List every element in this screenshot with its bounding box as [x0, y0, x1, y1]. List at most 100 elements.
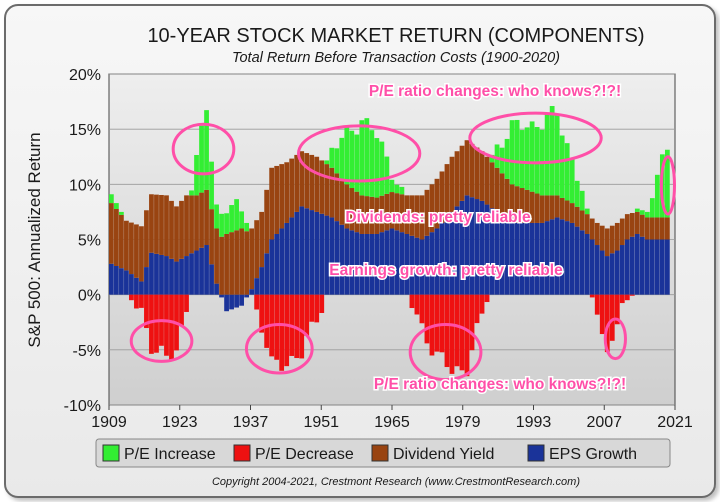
bar-pe-increase — [389, 179, 395, 193]
bar-eps-growth — [379, 232, 385, 295]
annotation-ellipse — [408, 322, 483, 382]
x-tick-label: 1937 — [233, 414, 269, 431]
bar-dividend-yield — [269, 167, 275, 240]
bar-eps-growth — [664, 239, 670, 295]
bar-eps-growth — [504, 219, 510, 295]
bar-dividend-yield — [514, 186, 520, 223]
x-tick-label: 1923 — [162, 414, 198, 431]
bar-eps-growth — [344, 228, 350, 295]
bar-pe-increase — [329, 147, 335, 168]
annotation-ellipse — [603, 317, 627, 361]
bar-pe-decrease — [184, 294, 189, 312]
bar-eps-growth — [254, 278, 260, 295]
bar-dividend-yield — [554, 195, 560, 218]
bar-eps-growth — [649, 239, 655, 295]
bar-eps-growth — [249, 289, 255, 295]
bar-eps-growth — [384, 230, 390, 295]
bar-dividend-yield — [179, 200, 184, 259]
bar-dividend-yield — [319, 160, 325, 214]
bar-dividend-yield — [249, 228, 255, 290]
chart-title: 10-YEAR STOCK MARKET RETURN (COMPONENTS) — [147, 25, 644, 47]
bar-pe-increase — [509, 120, 515, 185]
x-tick-label: 1979 — [445, 414, 481, 431]
bar-eps-growth — [654, 239, 660, 295]
bars — [109, 106, 670, 377]
bar-pe-decrease — [139, 294, 144, 308]
bar-pe-decrease — [484, 294, 490, 303]
bar-dividend-yield — [309, 154, 315, 211]
bar-eps-growth — [164, 256, 169, 295]
bar-eps-growth — [424, 235, 430, 295]
bar-eps-growth — [304, 208, 310, 295]
bar-pe-increase — [634, 208, 640, 212]
bar-eps-growth — [624, 239, 630, 295]
bar-pe-increase — [199, 125, 204, 193]
bar-eps-growth — [114, 265, 119, 295]
bar-pe-decrease — [589, 294, 595, 298]
annotation-circles — [129, 111, 676, 382]
bar-pe-increase — [239, 211, 244, 229]
bar-dividend-yield — [279, 164, 285, 229]
bar-dividend-yield — [354, 191, 360, 233]
bar-dividend-yield — [654, 217, 660, 240]
bar-dividend-yield — [489, 162, 495, 209]
bar-pe-increase — [339, 137, 345, 179]
bar-pe-decrease — [479, 294, 485, 314]
bar-pe-increase — [489, 154, 495, 163]
bar-eps-growth — [354, 232, 360, 295]
bar-eps-growth — [459, 200, 465, 295]
bar-eps-growth — [339, 224, 345, 295]
bar-pe-decrease — [164, 294, 169, 356]
bar-dividend-yield — [559, 197, 565, 220]
bar-dividend-yield — [209, 209, 214, 265]
bar-eps-growth — [279, 228, 285, 295]
bar-dividend-yield — [449, 156, 455, 212]
bar-dividend-yield — [649, 217, 655, 240]
bar-eps-growth — [319, 213, 325, 295]
bar-eps-growth — [364, 233, 370, 295]
bar-pe-increase — [394, 184, 400, 194]
bar-dividend-yield — [189, 195, 194, 254]
bar-dividend-yield — [259, 211, 265, 268]
bar-pe-decrease — [264, 294, 270, 348]
bar-dividend-yield — [314, 156, 320, 212]
bar-pe-decrease — [464, 294, 470, 377]
bar-eps-growth — [139, 281, 144, 295]
annotation-pe-top: P/E ratio changes: who knows?!?! — [369, 83, 621, 100]
bar-eps-growth — [519, 222, 525, 295]
bar-dividend-yield — [549, 195, 555, 220]
bar-dividend-yield — [139, 226, 144, 282]
bar-eps-growth — [149, 252, 154, 295]
bar-dividend-yield — [154, 194, 159, 254]
bar-eps-growth — [564, 221, 570, 295]
bar-pe-increase — [549, 106, 555, 196]
x-tick-label: 1951 — [303, 414, 339, 431]
bar-dividend-yield — [604, 228, 610, 257]
legend-swatch-dividend-yield — [371, 444, 389, 462]
bar-dividend-yield — [364, 196, 370, 234]
bar-dividend-yield — [589, 218, 595, 240]
y-tick-label: 20% — [69, 67, 101, 84]
bar-pe-decrease — [304, 294, 310, 336]
bar-pe-increase — [574, 180, 580, 207]
bar-pe-decrease — [254, 294, 260, 310]
bar-eps-growth — [619, 245, 625, 295]
bar-dividend-yield — [404, 195, 410, 234]
bar-dividend-yield — [254, 220, 260, 279]
bar-dividend-yield — [224, 233, 229, 295]
bar-dividend-yield — [344, 184, 350, 229]
bar-pe-increase — [214, 204, 219, 229]
bar-pe-increase — [504, 138, 510, 179]
bar-eps-growth — [514, 222, 520, 295]
bar-dividend-yield — [394, 193, 400, 231]
bar-pe-decrease — [419, 294, 425, 324]
legend-label-eps-growth: EPS Growth — [549, 446, 637, 463]
bar-eps-growth — [539, 222, 545, 295]
bar-pe-decrease — [284, 294, 290, 367]
bar-pe-increase — [194, 155, 199, 196]
bar-pe-decrease — [474, 294, 480, 324]
bar-eps-growth — [309, 210, 315, 295]
bar-pe-increase — [529, 121, 535, 192]
bar-eps-growth — [144, 267, 149, 295]
